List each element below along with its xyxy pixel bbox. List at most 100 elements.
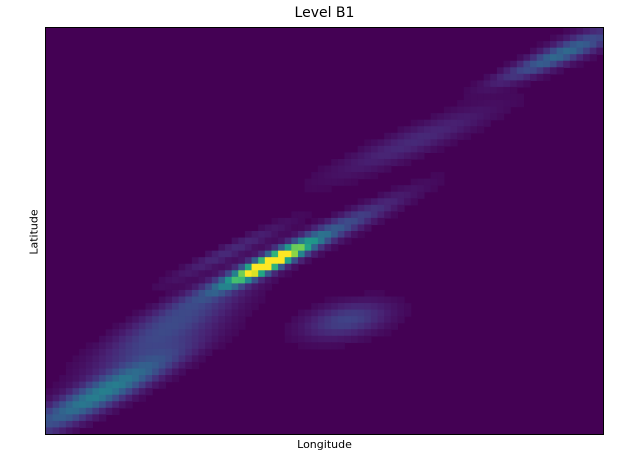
heatmap-cell	[251, 276, 259, 284]
heatmap-cell	[377, 322, 385, 330]
heatmap-cell	[79, 381, 87, 389]
heatmap-cell	[344, 303, 352, 311]
heatmap-cell	[596, 41, 603, 49]
heatmap-cell	[132, 322, 140, 330]
heatmap-cell	[351, 158, 359, 167]
heatmap-cell	[191, 355, 200, 363]
heatmap-cell	[404, 152, 412, 160]
heatmap-cell	[218, 257, 226, 265]
heatmap-cell	[198, 270, 206, 278]
heatmap-cell	[65, 394, 74, 402]
heatmap-cell	[450, 132, 458, 140]
heatmap-cell	[437, 145, 445, 154]
heatmap-cell	[92, 401, 100, 409]
heatmap-cell	[370, 172, 379, 180]
heatmap-cell	[99, 375, 107, 383]
chart-title: Level B1	[294, 5, 355, 21]
heatmap-cell	[311, 237, 319, 245]
heatmap-cell	[152, 348, 160, 357]
heatmap-cell	[251, 270, 259, 278]
heatmap-cell	[377, 329, 385, 337]
heatmap-cell	[138, 381, 147, 389]
heatmap-cell	[171, 361, 180, 370]
heatmap-cell	[284, 217, 292, 226]
heatmap-cell	[238, 322, 246, 330]
heatmap-cell	[297, 237, 306, 245]
heatmap-cell	[72, 355, 80, 363]
heatmap-cell	[218, 250, 226, 258]
heatmap-cell	[165, 342, 173, 350]
heatmap-cell	[251, 237, 259, 245]
heatmap-cell	[158, 355, 166, 363]
heatmap-cell	[251, 231, 259, 239]
heatmap-cell	[470, 86, 478, 95]
heatmap-cell	[205, 270, 213, 278]
heatmap-cell	[357, 145, 365, 154]
heatmap-cell	[397, 132, 405, 140]
heatmap-cell	[185, 322, 193, 330]
heatmap-cell	[105, 342, 113, 350]
heatmap-cell	[85, 381, 94, 389]
heatmap-cell	[112, 394, 120, 402]
heatmap-cell	[205, 309, 213, 317]
heatmap-cell	[218, 329, 226, 337]
heatmap-cell	[443, 113, 452, 121]
heatmap-cell	[384, 158, 392, 167]
heatmap-cell	[211, 303, 219, 311]
heatmap-cell	[410, 152, 418, 160]
heatmap-cell	[52, 414, 60, 422]
heatmap-cell	[112, 375, 120, 383]
heatmap-cell	[324, 335, 332, 343]
heatmap-cell	[185, 276, 193, 284]
heatmap-cell	[417, 191, 425, 199]
heatmap-cell	[231, 303, 239, 311]
heatmap-cell	[251, 257, 259, 265]
heatmap-cell	[417, 132, 425, 140]
heatmap-cell	[377, 316, 385, 324]
heatmap-cell	[417, 139, 425, 147]
heatmap-cell	[331, 244, 339, 252]
heatmap-cell	[370, 145, 379, 154]
heatmap-cell	[72, 394, 80, 402]
heatmap-cell	[85, 394, 94, 402]
heatmap-cell	[423, 178, 432, 186]
heatmap-cell	[244, 276, 253, 284]
heatmap-cell	[65, 388, 74, 396]
heatmap-cell	[238, 263, 246, 271]
heatmap-cell	[125, 381, 133, 389]
heatmap-cell	[244, 283, 253, 291]
heatmap-cell	[138, 355, 147, 363]
heatmap-cell	[158, 329, 166, 337]
heatmap-cell	[72, 381, 80, 389]
heatmap-cell	[165, 355, 173, 363]
heatmap-cell	[118, 375, 127, 383]
heatmap-cell	[85, 355, 94, 363]
heatmap-cell	[390, 204, 399, 212]
heatmap-cell	[132, 342, 140, 350]
heatmap-cell	[417, 145, 425, 154]
heatmap-cell	[79, 361, 87, 370]
heatmap-cell	[112, 381, 120, 389]
heatmap-cell	[344, 237, 352, 245]
heatmap-cell	[390, 211, 399, 219]
heatmap-cell	[72, 414, 80, 422]
heatmap-cell	[158, 296, 166, 304]
heatmap-cell	[185, 355, 193, 363]
heatmap-cell	[79, 401, 87, 409]
heatmap-cell	[52, 394, 60, 402]
heatmap-cell	[297, 244, 306, 252]
heatmap-cell	[583, 47, 591, 55]
heatmap-cell	[384, 309, 392, 317]
heatmap-cell	[377, 165, 385, 173]
heatmap-cell	[145, 388, 153, 396]
heatmap-cell	[370, 309, 379, 317]
heatmap-cell	[357, 172, 365, 180]
heatmap-cell	[46, 388, 54, 396]
heatmap-cell	[225, 263, 233, 271]
heatmap-cell	[317, 185, 326, 193]
heatmap-cell	[85, 420, 94, 429]
heatmap-cell	[171, 309, 180, 317]
heatmap-cell	[589, 54, 597, 62]
heatmap-cell	[112, 368, 120, 376]
heatmap-cell	[563, 54, 571, 62]
